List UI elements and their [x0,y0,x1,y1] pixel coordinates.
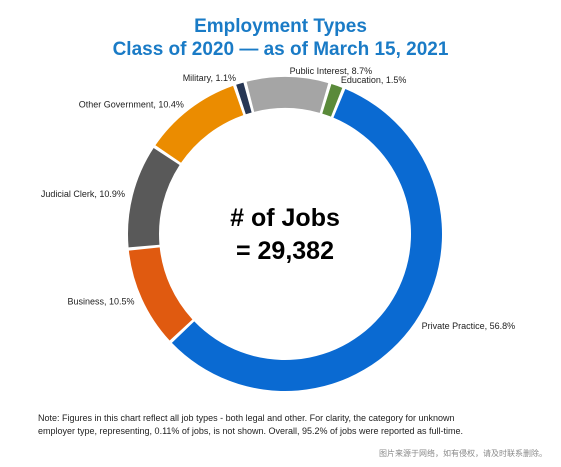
chart-note-line-2: employer type, representing, 0.11% of jo… [38,426,464,436]
chart-subtitle: Class of 2020 — as of March 15, 2021 [112,39,449,60]
slice-other-government [155,85,244,163]
chart-title: Employment Types [194,16,367,37]
slice-education [322,84,343,117]
center-label-count: = 29,382 [235,237,334,265]
label-business: Business, 10.5% [68,296,135,306]
watermark-text: 图片来源于网络，如有侵权，请及时联系删除。 [379,449,547,458]
chart-note-line-1: Note: Figures in this chart reflect all … [38,413,455,423]
label-military: Military, 1.1% [183,73,236,83]
label-public-interest: Public Interest, 8.7% [290,66,373,76]
center-label-jobs: # of Jobs [230,204,340,232]
label-private-practice: Private Practice, 56.8% [422,321,516,331]
slice-judicial-clerk [127,148,180,248]
slice-private-practice [171,89,442,391]
slice-business [128,247,193,341]
slice-military [236,82,252,115]
label-other-government: Other Government, 10.4% [79,100,184,110]
label-education: Education, 1.5% [341,75,407,85]
slice-public-interest [246,77,329,113]
label-judicial-clerk: Judicial Clerk, 10.9% [41,189,125,199]
